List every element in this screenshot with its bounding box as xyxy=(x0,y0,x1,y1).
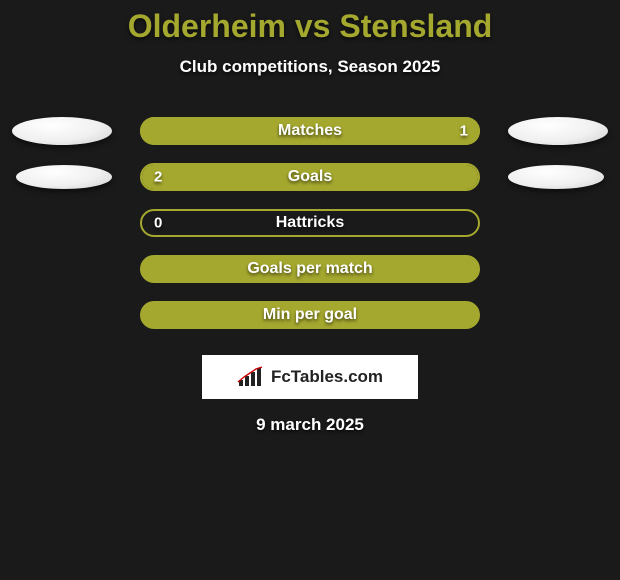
page-subtitle: Club competitions, Season 2025 xyxy=(0,57,620,77)
stat-row: 2 Goals xyxy=(0,163,620,191)
stat-label: Matches xyxy=(278,122,342,140)
comparison-container: Olderheim vs Stensland Club competitions… xyxy=(0,0,620,435)
player-marker-right xyxy=(508,117,608,145)
stat-value-left: 2 xyxy=(154,169,162,186)
player-marker-left xyxy=(12,117,112,145)
date-text: 9 march 2025 xyxy=(0,415,620,435)
stat-rows: 1 Matches 2 Goals 0 Hattricks Goals per match M… xyxy=(0,117,620,329)
stat-bar: 2 Goals xyxy=(140,163,480,191)
stat-bar: 0 Hattricks xyxy=(140,209,480,237)
stat-value-right: 1 xyxy=(460,123,468,140)
stat-label: Min per goal xyxy=(263,306,357,324)
stat-row: Goals per match xyxy=(0,255,620,283)
stat-row: Min per goal xyxy=(0,301,620,329)
stat-value-left: 0 xyxy=(154,215,162,232)
stat-label: Goals xyxy=(288,168,332,186)
stat-label: Hattricks xyxy=(276,214,344,232)
stat-row: 0 Hattricks xyxy=(0,209,620,237)
brand-text: FcTables.com xyxy=(271,367,383,387)
stat-bar: Goals per match xyxy=(140,255,480,283)
player-marker-left xyxy=(16,165,112,189)
page-title: Olderheim vs Stensland xyxy=(0,8,620,45)
bar-chart-icon xyxy=(237,366,265,388)
stat-bar: 1 Matches xyxy=(140,117,480,145)
player-marker-right xyxy=(508,165,604,189)
brand-badge[interactable]: FcTables.com xyxy=(202,355,418,399)
stat-label: Goals per match xyxy=(247,260,372,278)
stat-bar: Min per goal xyxy=(140,301,480,329)
stat-row: 1 Matches xyxy=(0,117,620,145)
